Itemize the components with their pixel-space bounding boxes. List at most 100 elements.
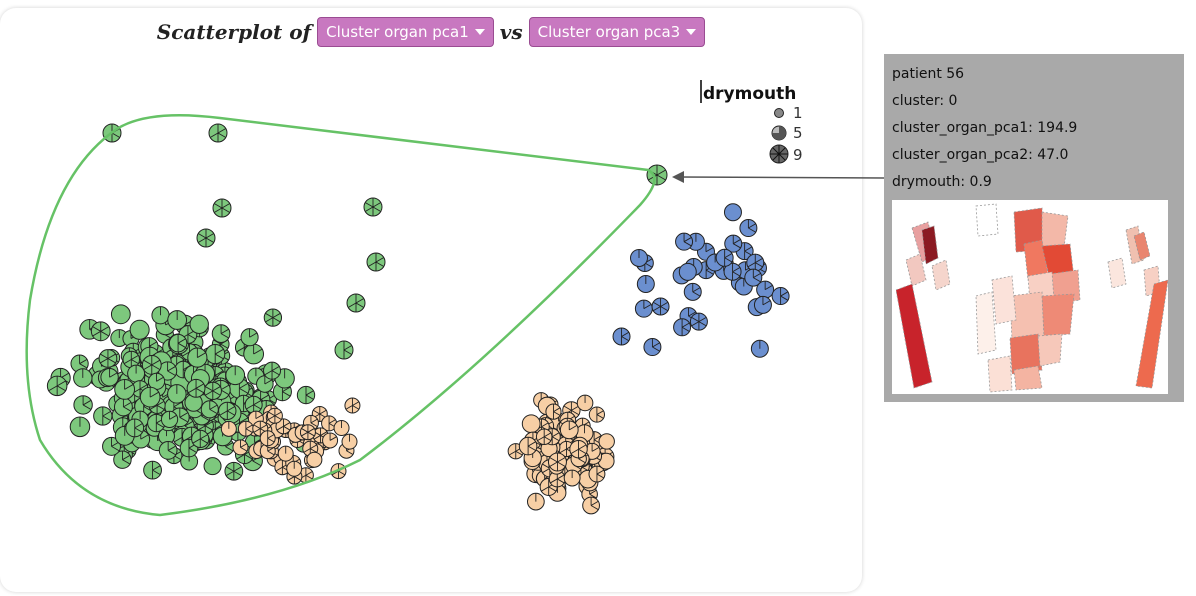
scatter-point-cluster-1[interactable] [756,280,775,299]
scatter-point-cluster-2[interactable] [563,469,581,487]
scatter-point-cluster-1[interactable] [643,338,662,357]
scatter-point-cluster-0[interactable] [243,343,265,365]
scatter-point-cluster-0[interactable] [127,364,146,383]
scatter-point-cluster-0[interactable] [346,293,366,313]
scatter-point-cluster-0[interactable] [363,197,383,217]
scatter-point-cluster-0[interactable] [191,429,210,448]
scatter-point-cluster-2[interactable] [518,436,538,456]
scatter-point-cluster-2[interactable] [259,443,276,460]
scatter-point-cluster-2[interactable] [598,433,615,450]
scatter-point-cluster-0[interactable] [263,308,283,327]
scatter-point-cluster-2[interactable] [521,414,541,434]
scatter-point-cluster-1[interactable] [689,312,708,331]
scatter-point-cluster-0[interactable] [139,386,161,408]
scatter-point-cluster-0[interactable] [187,347,208,368]
scatter-point-cluster-1[interactable] [744,268,763,287]
scatter-point-cluster-2[interactable] [547,452,567,472]
scatter-point-cluster-1[interactable] [746,253,765,272]
scatter-point-cluster-0[interactable] [167,384,187,404]
scatter-point-cluster-0[interactable] [46,375,68,397]
scatter-point-cluster-0[interactable] [69,416,91,438]
x-axis-select[interactable]: Cluster organ pca1 [317,17,494,47]
scatter-point-cluster-0[interactable] [200,400,219,419]
y-axis-select[interactable]: Cluster organ pca3 [528,17,706,47]
scatter-point-cluster-0[interactable] [129,319,150,340]
scatter-point-cluster-2[interactable] [588,406,605,423]
scatter-point-cluster-0[interactable] [244,395,263,414]
scatter-point-cluster-2[interactable] [535,428,553,445]
scatter-point-cluster-2[interactable] [220,420,237,437]
scatter-point-cluster-0[interactable] [212,198,232,218]
scatter-point-cluster-1[interactable] [683,282,702,301]
scatter-points[interactable] [46,123,790,515]
scatter-point-cluster-2[interactable] [306,451,323,468]
scatter-point-cluster-1[interactable] [723,262,742,281]
scatter-point-cluster-0[interactable] [196,228,216,248]
scatter-point-cluster-0[interactable] [334,340,354,360]
scatter-point-cluster-0[interactable] [160,410,179,428]
scatter-point-cluster-0[interactable] [147,413,166,433]
scatter-point-cluster-0[interactable] [224,461,244,481]
scatter-point-cluster-0[interactable] [114,378,136,400]
scatter-point-cluster-2[interactable] [545,403,562,420]
scatter-point-cluster-0[interactable] [263,361,282,380]
scatter-point-cluster-1[interactable] [750,339,769,358]
scatter-point-cluster-0[interactable] [93,406,113,426]
scatter-point-cluster-2[interactable] [559,420,579,440]
scatter-point-cluster-2[interactable] [527,492,545,511]
scatter-point-cluster-0[interactable] [151,306,170,325]
scatter-point-cluster-1[interactable] [651,297,670,316]
scatter-point-cluster-0[interactable] [102,436,121,456]
scatter-point-cluster-2[interactable] [237,420,254,437]
scatter-point-cluster-2[interactable] [322,432,339,449]
scatter-point-cluster-0[interactable] [203,457,222,476]
scatter-point-cluster-2[interactable] [266,407,283,424]
scatter-point-cluster-2[interactable] [344,397,361,414]
scatter-point-cluster-1[interactable] [724,234,743,253]
scatter-point-cluster-0[interactable] [143,460,162,480]
scatter-point-cluster-0[interactable] [90,321,111,342]
scatter-point-cluster-1[interactable] [739,219,758,238]
scatter-point-cluster-1[interactable] [771,287,790,306]
scatter-point-cluster-2[interactable] [576,394,594,412]
scatter-point-cluster-0[interactable] [167,310,188,330]
scatter-point-cluster-2[interactable] [232,439,249,456]
scatter-point-cluster-2[interactable] [275,418,292,435]
scatter-point-cluster-1[interactable] [753,295,772,314]
scatter-point-cluster-2[interactable] [333,420,350,437]
scatter-point-cluster-0[interactable] [189,314,209,334]
scatter-point-cluster-2[interactable] [338,442,355,459]
scatter-point-cluster-0[interactable] [141,354,162,375]
selected-point-patient-56[interactable] [646,164,668,186]
scatter-point-cluster-2[interactable] [321,415,338,432]
scatter-point-cluster-0[interactable] [205,343,226,365]
scatter-point-cluster-0[interactable] [113,450,132,469]
scatter-point-cluster-2[interactable] [286,460,303,477]
scatter-point-cluster-1[interactable] [634,299,653,318]
scatter-point-cluster-1[interactable] [673,318,692,337]
scatter-point-cluster-1[interactable] [723,203,742,222]
scatter-point-cluster-0[interactable] [218,401,237,421]
scatter-point-cluster-2[interactable] [569,440,588,459]
scatter-point-cluster-0[interactable] [366,252,386,272]
scatter-point-cluster-2[interactable] [341,433,358,450]
scatter-point-cluster-1[interactable] [715,248,734,267]
scatter-point-cluster-0[interactable] [125,418,145,438]
scatter-point-cluster-2[interactable] [277,445,294,462]
scatter-point-cluster-0[interactable] [110,304,131,325]
scatter-point-cluster-2[interactable] [582,496,600,515]
scatter-point-cluster-1[interactable] [612,327,631,346]
scatter-point-cluster-2[interactable] [588,465,606,483]
scatter-point-cluster-0[interactable] [73,368,93,388]
scatter-point-cluster-0[interactable] [186,378,206,398]
scatter-point-cluster-1[interactable] [675,232,694,251]
scatter-point-cluster-0[interactable] [208,123,228,143]
scatter-point-cluster-0[interactable] [225,365,246,386]
scatter-point-cluster-0[interactable] [168,333,188,353]
scatter-point-cluster-0[interactable] [211,324,231,343]
scatter-point-cluster-0[interactable] [122,350,141,369]
scatter-point-cluster-0[interactable] [158,441,178,460]
scatter-point-cluster-2[interactable] [259,430,276,447]
scatter-point-cluster-1[interactable] [629,248,648,267]
